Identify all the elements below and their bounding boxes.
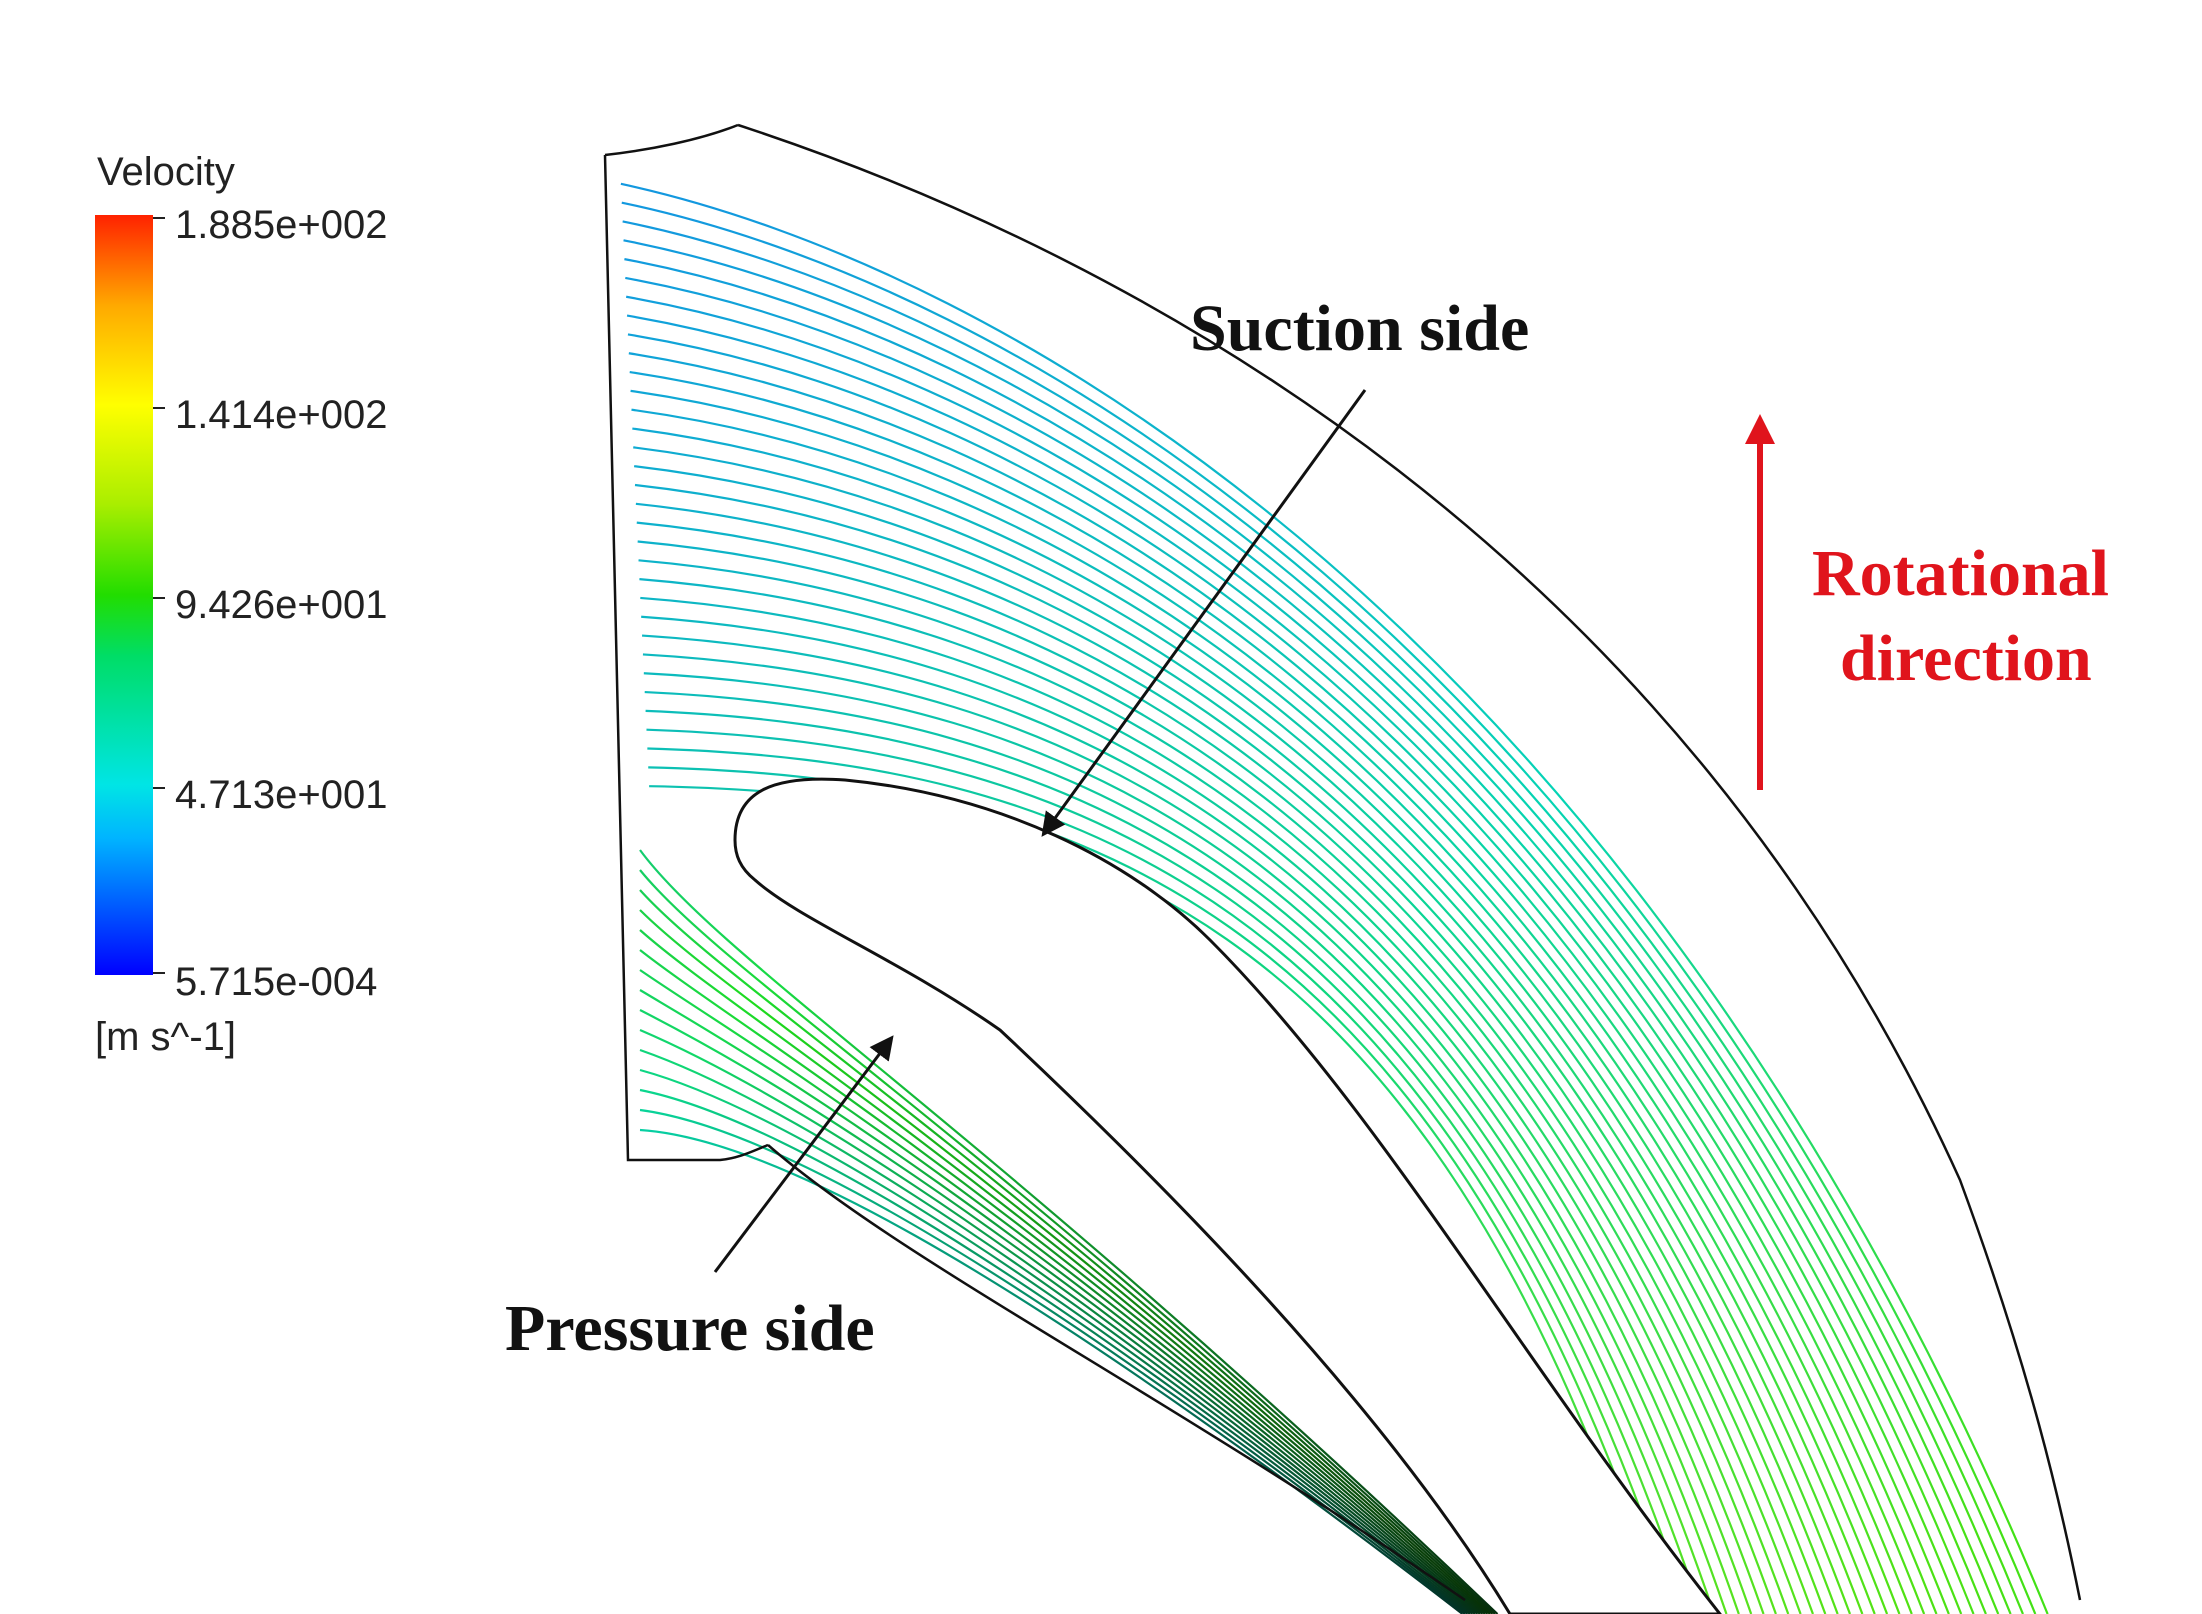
flow-passage xyxy=(603,123,2082,1614)
streamline xyxy=(634,483,1852,1614)
streamline xyxy=(625,276,1987,1614)
suction-side-arrow xyxy=(1041,389,1367,837)
streamline xyxy=(637,540,1814,1614)
streamline xyxy=(631,408,1901,1614)
streamline xyxy=(643,672,1728,1614)
legend-units: [m s^-1] xyxy=(95,1015,236,1059)
legend-title: Velocity xyxy=(97,150,235,194)
streamline xyxy=(639,869,1496,1614)
streamline xyxy=(627,333,1950,1614)
streamline xyxy=(638,559,1802,1614)
colorbar xyxy=(95,215,153,975)
streamline xyxy=(647,747,1679,1614)
streamline xyxy=(646,728,1691,1614)
impeller-blade xyxy=(733,777,1722,1614)
streamline xyxy=(639,929,1489,1614)
streamline xyxy=(639,989,1481,1614)
lower-wall-edge xyxy=(767,1144,1466,1602)
streamline xyxy=(624,258,2000,1614)
streamline xyxy=(626,314,1963,1614)
streamline xyxy=(639,909,1491,1614)
streamline xyxy=(640,596,1777,1614)
colorbar-ticks xyxy=(153,217,165,974)
inlet-top-edge xyxy=(604,123,739,157)
streamline xyxy=(639,1128,1464,1614)
streamline xyxy=(639,578,1790,1614)
pressure-side-label: Pressure side xyxy=(505,1292,875,1365)
streamline xyxy=(641,615,1765,1614)
streamline xyxy=(639,1108,1466,1614)
streamline xyxy=(639,1009,1479,1614)
streamline xyxy=(633,465,1864,1614)
lower-channel-streamlines xyxy=(639,849,1499,1614)
streamline xyxy=(623,239,2012,1614)
streamline xyxy=(639,889,1494,1614)
streamline xyxy=(621,201,2037,1614)
streamline xyxy=(642,653,1740,1614)
shroud-edge xyxy=(737,123,2082,1601)
streamline xyxy=(632,427,1889,1614)
streamline xyxy=(641,634,1753,1614)
streamline xyxy=(639,849,1499,1614)
legend-tick-label: 5.715e-004 xyxy=(175,960,377,1004)
streamline xyxy=(639,969,1484,1614)
streamline xyxy=(622,220,2024,1614)
streamline xyxy=(635,502,1839,1614)
rotation-label-line2: direction xyxy=(1840,622,2092,695)
streamline xyxy=(639,1028,1476,1614)
legend-tick-label: 4.713e+001 xyxy=(175,773,387,817)
streamline xyxy=(639,1088,1469,1614)
legend-tick-label: 9.426e+001 xyxy=(175,583,387,627)
rotation-label-line1: Rotational xyxy=(1812,537,2109,610)
streamline xyxy=(633,446,1876,1614)
streamline xyxy=(639,1048,1474,1614)
streamline xyxy=(639,949,1486,1614)
pressure-side-arrow xyxy=(713,1035,894,1273)
streamline xyxy=(625,295,1975,1614)
streamline xyxy=(639,1068,1471,1614)
streamline xyxy=(645,709,1703,1614)
streamline xyxy=(620,182,2049,1614)
suction-side-label: Suction side xyxy=(1190,292,1529,365)
velocity-legend: Velocity 1.885e+002 1.414e+002 9.426e+00… xyxy=(95,150,387,1059)
streamline xyxy=(644,690,1716,1614)
streamline xyxy=(636,521,1827,1614)
upper-channel-streamlines xyxy=(620,182,2049,1614)
streamline xyxy=(628,352,1938,1614)
streamline xyxy=(629,370,1926,1614)
inlet-boundary xyxy=(603,154,769,1162)
legend-tick-label: 1.414e+002 xyxy=(175,393,387,437)
streamline xyxy=(630,389,1913,1614)
annotations: Suction side Pressure side Rotational di… xyxy=(505,292,2109,1365)
legend-tick-label: 1.885e+002 xyxy=(175,203,387,247)
